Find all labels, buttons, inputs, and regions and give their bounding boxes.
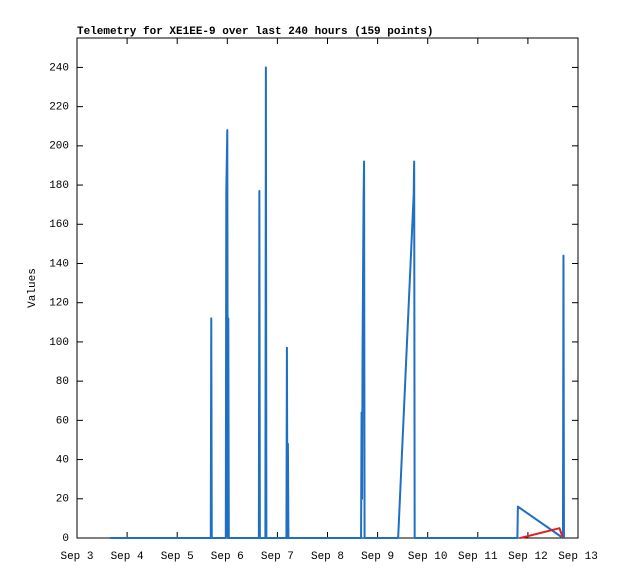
y-tick-label: 200 [49,141,69,153]
x-tick-label: Sep 4 [111,551,144,563]
y-tick-label: 100 [49,337,69,349]
chart-title: Telemetry for XE1EE-9 over last 240 hour… [77,26,433,38]
y-tick-label: 240 [49,62,69,74]
y-tick-label: 0 [62,533,69,545]
x-tick-label: Sep 5 [161,551,194,563]
x-tick-label: Sep 11 [458,551,498,563]
x-tick-label: Sep 8 [311,551,344,563]
x-tick-label: Sep 6 [211,551,244,563]
x-tick-label: Sep 9 [361,551,394,563]
x-tick-label: Sep 12 [508,551,548,563]
y-tick-label: 80 [56,376,69,388]
y-axis-label: Values [27,268,39,308]
data-line [520,527,564,539]
y-tick-label: 40 [56,454,69,466]
y-tick-label: 20 [56,494,69,506]
y-tick-label: 220 [49,102,69,114]
x-tick-label: Sep 3 [60,551,93,563]
y-tick-label: 160 [49,219,69,231]
y-tick-label: 180 [49,180,69,192]
x-tick-label: Sep 13 [558,551,598,563]
x-tick-label: Sep 7 [261,551,294,563]
x-tick-label: Sep 10 [408,551,448,563]
plot-frame [76,37,579,539]
y-tick-label: 120 [49,298,69,310]
y-tick-label: 140 [49,258,69,270]
y-tick-label: 60 [56,415,69,427]
data-line [110,66,565,539]
